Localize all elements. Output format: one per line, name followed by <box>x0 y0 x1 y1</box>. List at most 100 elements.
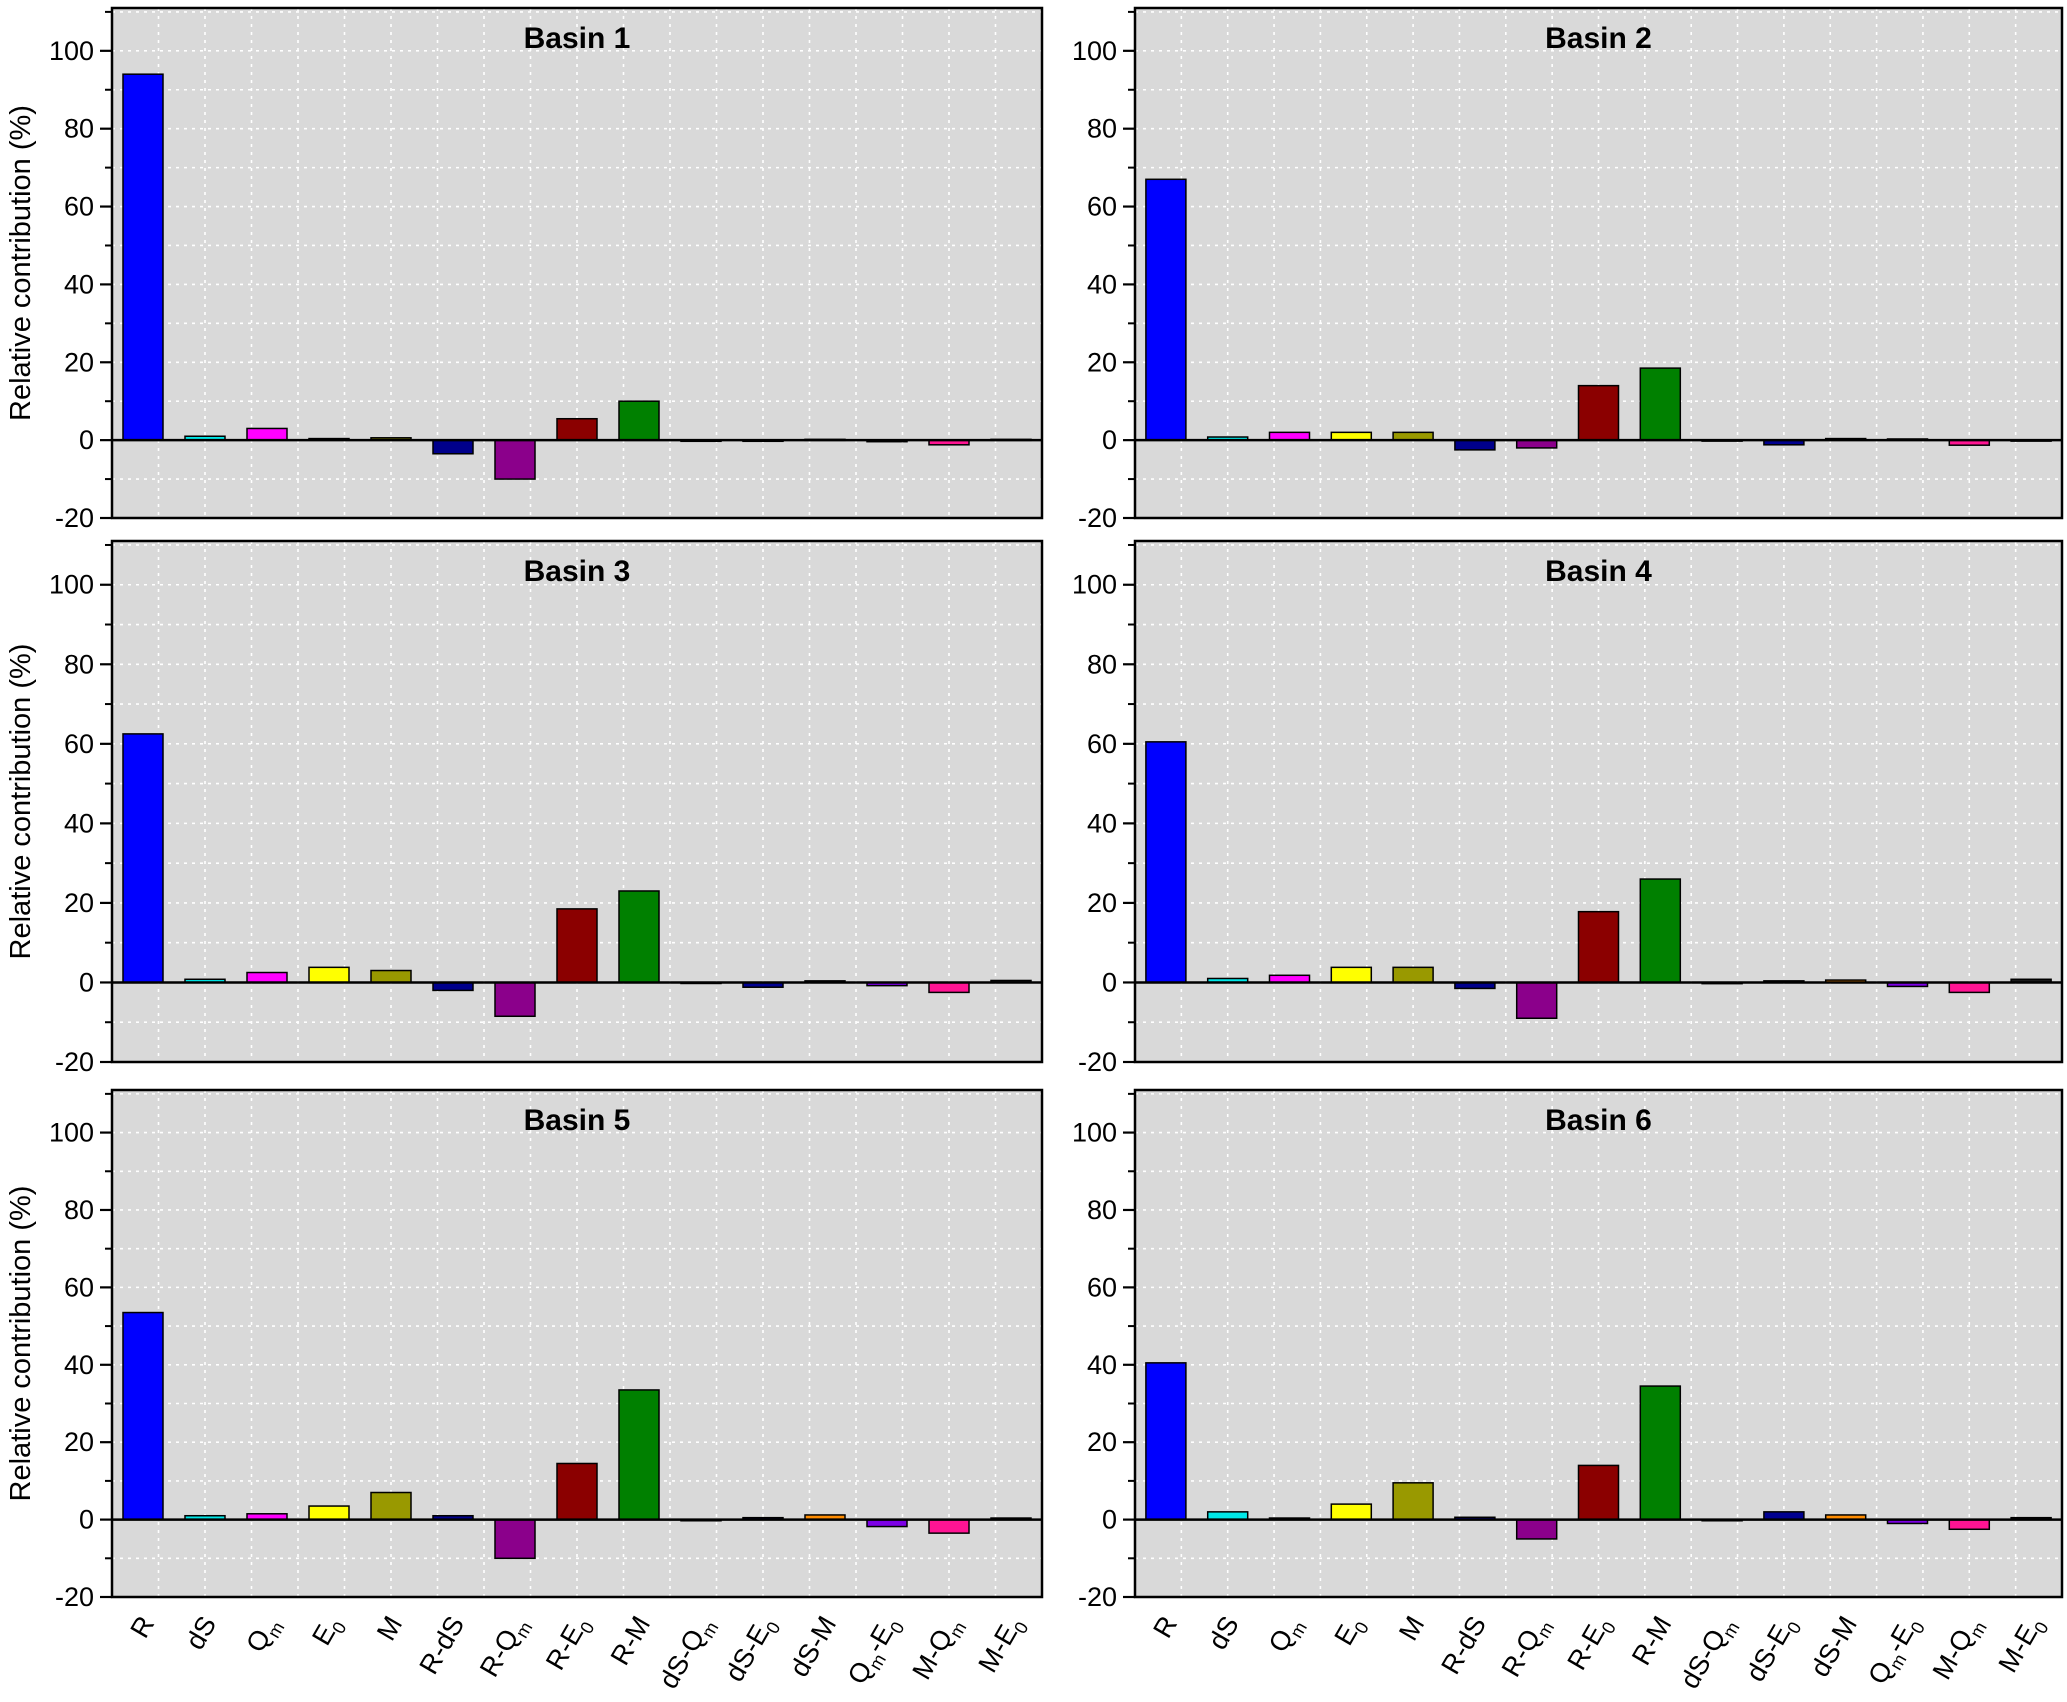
x-tick-label-dS-Qm: dS-Qm <box>1674 1611 1743 1696</box>
x-tick-label-dS-E0: dS-E0 <box>1740 1611 1805 1689</box>
bar-R-M <box>1639 1385 1682 1521</box>
bar-R-M <box>618 1389 660 1521</box>
bar-M-Qm <box>1948 1518 1991 1531</box>
x-tick-label-R-E0: R-E0 <box>540 1611 599 1677</box>
bar-R-Qm <box>1515 981 1558 1020</box>
panel-title: Basin 6 <box>1545 1104 1652 1137</box>
panel-title: Basin 4 <box>1545 555 1652 588</box>
y-tick-label: -20 <box>55 503 94 533</box>
bar-M <box>1392 966 1434 984</box>
y-axis-title: Relative contribution (%) <box>5 105 37 421</box>
y-tick-label: -20 <box>55 1047 94 1077</box>
y-tick-label: 80 <box>1087 649 1117 679</box>
panel-basin-4: -20 0 20 40 60 80 100 Basin 4 <box>1072 539 2064 1077</box>
y-tick-label: 100 <box>1072 1118 1117 1148</box>
y-tick-label: 0 <box>79 967 94 997</box>
y-tick-label: 80 <box>64 1195 94 1225</box>
bar-R-Qm <box>1515 1518 1558 1540</box>
y-tick-label: 40 <box>64 1350 94 1380</box>
y-tick-label: 20 <box>1087 1427 1117 1457</box>
panel-title: Basin 1 <box>524 22 631 55</box>
bar-R-Qm <box>494 981 536 1018</box>
y-tick-label: 40 <box>1087 808 1117 838</box>
x-tick-label-E0: E0 <box>306 1611 350 1653</box>
y-tick-label: 20 <box>64 1427 94 1457</box>
x-tick-label-M-E0: M-E0 <box>1993 1611 2053 1680</box>
x-tick-label-E0: E0 <box>1328 1611 1372 1653</box>
bar-R <box>122 1311 164 1521</box>
y-tick-label: 20 <box>64 347 94 377</box>
x-tick-label-dS: dS <box>1202 1611 1244 1655</box>
y-tick-label: 0 <box>79 425 94 455</box>
x-tick-label-M-Qm: M-Qm <box>906 1611 970 1687</box>
bar-R-E0 <box>556 1462 598 1521</box>
y-tick-label: 0 <box>79 1505 94 1535</box>
bar-R-M <box>1639 878 1682 984</box>
x-tick-label-M: M <box>371 1611 408 1645</box>
y-tick-label: 0 <box>1102 967 1117 997</box>
y-tick-label: 60 <box>64 1272 94 1302</box>
bar-R-E0 <box>1577 1464 1620 1521</box>
bar-R <box>1145 178 1187 441</box>
panel-basin-1: -20 0 20 40 60 80 100 Basin 1 Relative contribut… <box>5 6 1044 533</box>
y-tick-label: 100 <box>1072 570 1117 600</box>
bar-R-E0 <box>1577 384 1620 441</box>
panel-border <box>110 539 1044 1064</box>
x-tick-label-dS-M: dS-M <box>1805 1611 1863 1682</box>
y-axis-title: Relative contribution (%) <box>5 644 37 960</box>
x-tick-label-R-M: R-M <box>1626 1611 1677 1670</box>
panel-border <box>1133 6 2064 520</box>
y-tick-label: 60 <box>1087 729 1117 759</box>
panel-border <box>1133 539 2064 1064</box>
x-tick-label-R: R <box>1147 1611 1183 1643</box>
panel-basin-3: -20 0 20 40 60 80 100 Basin 3 Relative contribut… <box>5 539 1044 1077</box>
y-axis-title: Relative contribution (%) <box>5 1186 37 1502</box>
bar-R <box>1145 741 1187 984</box>
bar-R <box>122 73 164 441</box>
bar-R-dS <box>1454 439 1496 451</box>
y-tick-label: 20 <box>1087 347 1117 377</box>
y-tick-label: 60 <box>1087 1272 1117 1302</box>
bar-E0 <box>308 966 350 984</box>
x-tick-label-R: R <box>124 1611 160 1643</box>
y-tick-label: 80 <box>64 114 94 144</box>
bar-R-E0 <box>1577 910 1620 984</box>
y-tick-label: 20 <box>1087 888 1117 918</box>
bar-R <box>122 733 164 984</box>
y-tick-label: 100 <box>49 570 94 600</box>
y-tick-label: -20 <box>55 1582 94 1612</box>
bar-R <box>1145 1362 1187 1521</box>
x-tick-label-R-E0: R-E0 <box>1561 1611 1620 1677</box>
y-tick-label: 40 <box>64 269 94 299</box>
y-tick-label: 40 <box>1087 1350 1117 1380</box>
y-tick-label: 60 <box>1087 192 1117 222</box>
bar-M <box>370 1491 412 1521</box>
x-tick-label-M: M <box>1393 1611 1430 1645</box>
y-tick-label: -20 <box>1078 1047 1117 1077</box>
x-tick-label-Qm: Qm <box>1263 1611 1311 1660</box>
bar-M-Qm <box>928 1518 970 1534</box>
y-tick-label: 80 <box>1087 1195 1117 1225</box>
bar-R-E0 <box>556 417 598 441</box>
y-tick-label: 60 <box>64 729 94 759</box>
bar-M-Qm <box>1948 981 1991 994</box>
y-tick-label: 100 <box>1072 36 1117 66</box>
y-tick-label: 60 <box>64 192 94 222</box>
y-tick-label: 0 <box>1102 425 1117 455</box>
panel-border <box>110 1088 1044 1599</box>
bar-R-Qm <box>494 1518 536 1560</box>
y-tick-label: 100 <box>49 36 94 66</box>
y-tick-label: 20 <box>64 888 94 918</box>
x-tick-label-M-Qm: M-Qm <box>1927 1611 1991 1687</box>
x-tick-label-Qm-E0: Qm-E0 <box>842 1611 909 1692</box>
bar-E0 <box>1330 966 1373 984</box>
x-tick-label-R-Qm: R-Qm <box>474 1611 537 1684</box>
x-tick-label-dS-Qm: dS-Qm <box>653 1611 722 1696</box>
bar-Qm <box>246 427 288 441</box>
panel-title: Basin 2 <box>1545 22 1652 55</box>
bar-Qm <box>246 971 288 984</box>
bar-R-M <box>618 890 660 984</box>
